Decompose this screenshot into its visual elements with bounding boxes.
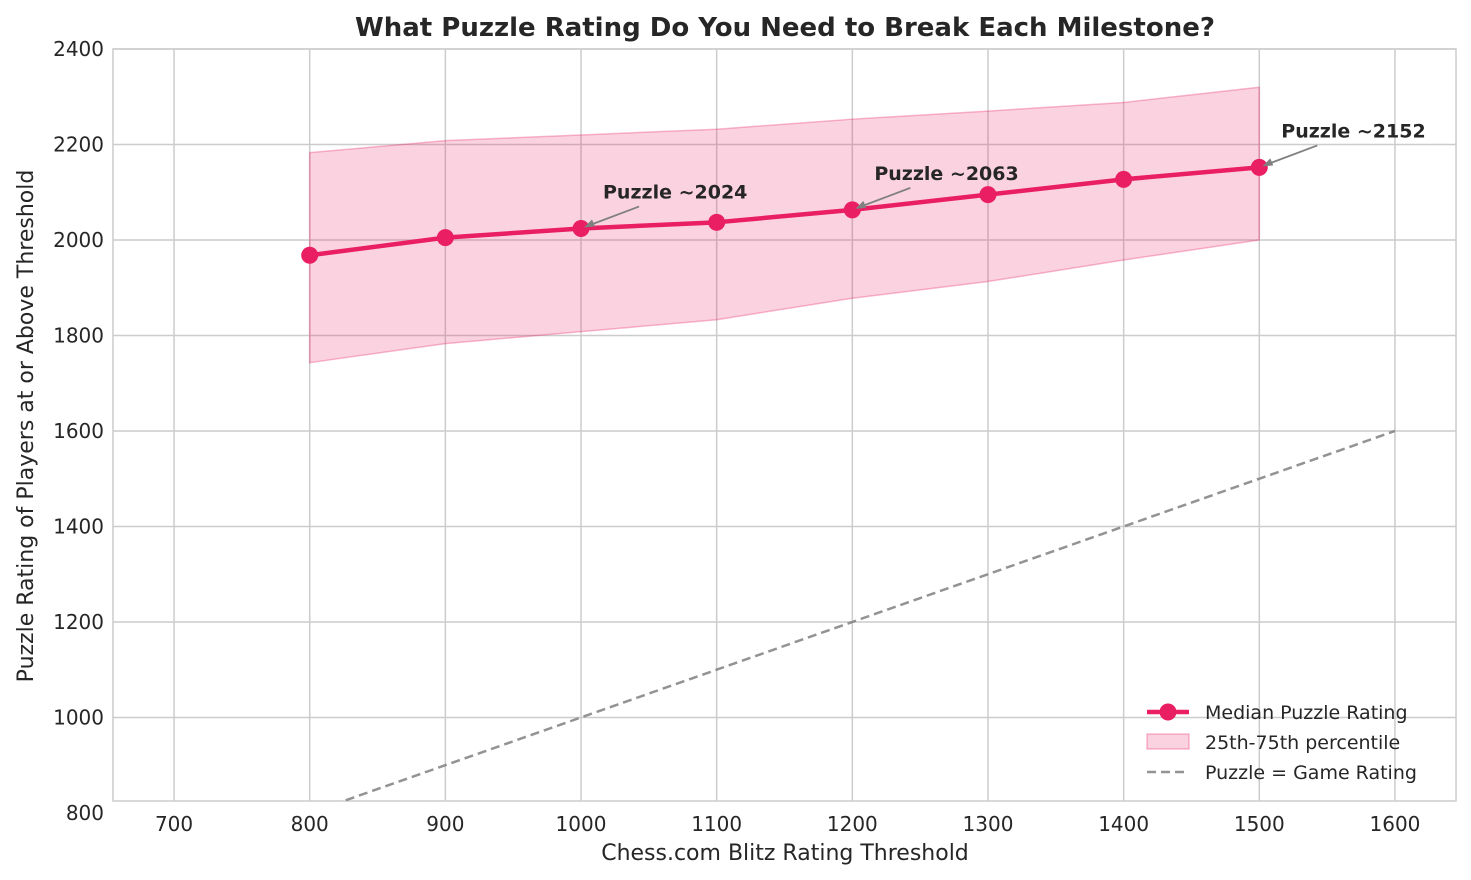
median-point (708, 213, 726, 231)
x-tick-label: 1400 (1098, 812, 1149, 836)
legend: Median Puzzle Rating 25th-75th percentile… (1146, 702, 1417, 784)
annotation-label: Puzzle ~2152 (1281, 120, 1425, 142)
x-tick-label: 1500 (1234, 812, 1285, 836)
legend-swatch-band (1146, 733, 1190, 750)
y-axis-label: Puzzle Rating of Players at or Above Thr… (14, 170, 39, 683)
annotation-arrow-line (585, 205, 640, 228)
plot-area: 700 800 900 1000 1100 1200 1300 1400 1500 1600 800… (53, 37, 1457, 836)
y-tick-label: 2400 (53, 37, 104, 61)
annotation-arrow-head (1262, 158, 1274, 167)
percentile-band (308, 86, 1261, 364)
annotation-label: Puzzle ~2024 (603, 182, 747, 204)
y-tick-label: 1400 (53, 514, 104, 538)
legend-marker-median (1159, 703, 1177, 721)
legend-label: Median Puzzle Rating (1205, 702, 1408, 724)
x-tick-label: 800 (291, 812, 329, 836)
median-line (309, 165, 1260, 258)
y-tick-label: 800 (66, 801, 104, 825)
median-point (843, 201, 861, 219)
reference-line (339, 429, 1396, 801)
x-axis-label: Chess.com Blitz Rating Threshold (601, 841, 969, 866)
series-layer (301, 86, 1396, 801)
x-tick-label: 1100 (691, 812, 742, 836)
annotation-arrow-line (1263, 144, 1318, 167)
x-tick-label: 900 (426, 812, 464, 836)
annotation-arrow-line (857, 187, 911, 209)
annotation-arrow-head (584, 219, 596, 228)
legend-label: Puzzle = Game Rating (1205, 762, 1417, 784)
legend-label: 25th-75th percentile (1205, 732, 1400, 754)
x-tick-label: 1600 (1370, 812, 1421, 836)
median-point (979, 186, 997, 204)
x-tick-label: 1000 (556, 812, 607, 836)
chart-title: What Puzzle Rating Do You Need to Break … (355, 13, 1215, 43)
median-point (1250, 158, 1268, 176)
y-tick-label: 2000 (53, 228, 104, 252)
y-tick-label: 1200 (53, 610, 104, 634)
y-tick-label: 1000 (53, 705, 104, 729)
x-tick-label: 1200 (827, 812, 878, 836)
median-point (436, 229, 454, 247)
annotation-arrow-head (855, 200, 867, 209)
axes-frame (112, 48, 1457, 802)
y-tick-label: 1600 (53, 419, 104, 443)
x-tick-label: 1300 (963, 812, 1014, 836)
x-tick-label: 700 (155, 812, 193, 836)
y-tick-label: 1800 (53, 323, 104, 347)
annotation-label: Puzzle ~2063 (874, 163, 1018, 185)
median-point (301, 246, 319, 264)
median-point (1115, 170, 1133, 188)
y-tick-label: 2200 (53, 132, 104, 156)
median-point (572, 220, 590, 238)
